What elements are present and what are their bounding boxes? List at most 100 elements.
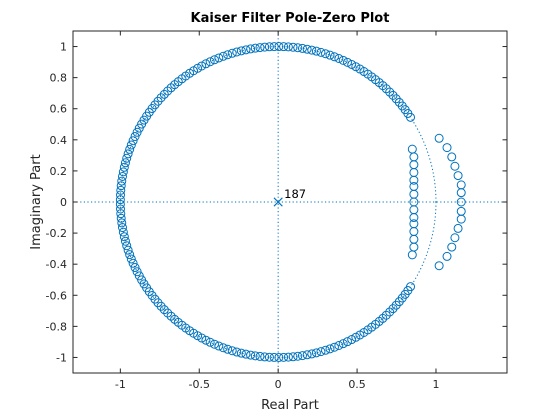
zero-marker [115, 199, 125, 209]
zero-marker [447, 152, 457, 162]
zero-marker [159, 305, 169, 315]
zero-marker [409, 189, 419, 199]
zero-marker [123, 149, 133, 159]
zero-marker [116, 209, 126, 219]
zero-marker [128, 258, 138, 268]
y-tick-label: 1 [60, 41, 67, 54]
zero-marker [264, 42, 274, 52]
zero-marker [227, 48, 237, 58]
zero-marker [325, 344, 335, 354]
y-tick-label: -0.6 [46, 289, 67, 302]
zero-marker [201, 335, 211, 345]
zero-marker [255, 351, 265, 361]
y-tick-label: 0.2 [50, 165, 68, 178]
zero-marker [126, 140, 136, 150]
zero-marker [163, 308, 173, 318]
zero-marker [434, 133, 444, 143]
zero-marker [132, 267, 142, 277]
zero-marker [156, 301, 166, 311]
zero-marker [311, 46, 321, 56]
zero-marker [288, 42, 298, 52]
zero-marker [311, 348, 321, 358]
zero-marker [302, 350, 312, 360]
zero-marker [132, 127, 142, 137]
zero-marker [456, 206, 466, 216]
zero-marker [117, 223, 127, 233]
zero-marker [223, 344, 233, 354]
zero-marker [342, 337, 352, 347]
y-tick-label: -0.2 [46, 227, 67, 240]
zero-marker [307, 349, 317, 359]
zero-marker [450, 161, 460, 171]
x-tick-label: 0.5 [348, 378, 366, 391]
zero-marker [117, 171, 127, 181]
zero-marker [316, 347, 326, 357]
zero-marker [232, 347, 242, 357]
zero-marker [297, 43, 307, 53]
zero-marker [447, 242, 457, 252]
zero-marker [351, 62, 361, 72]
zero-marker [288, 352, 298, 362]
zero-marker [409, 234, 419, 244]
zero-marker [163, 86, 173, 96]
zero-marker [442, 143, 452, 153]
zero-marker [205, 337, 215, 347]
zero-marker [388, 90, 398, 100]
zero-marker [125, 250, 135, 260]
zero-marker [409, 167, 419, 177]
zero-marker [250, 351, 260, 361]
zero-marker [122, 153, 132, 163]
pole-marker [273, 197, 283, 207]
y-tick-label: 0.4 [50, 134, 68, 147]
zero-marker [232, 47, 242, 57]
zero-marker [293, 43, 303, 53]
zero-marker [329, 52, 339, 62]
zero-marker [128, 136, 138, 146]
zero-marker [130, 131, 140, 141]
zero-marker [214, 53, 224, 63]
y-tick-label: -1 [56, 351, 67, 364]
y-tick-label: -0.4 [46, 258, 67, 271]
zero-marker [260, 352, 270, 362]
zero-marker [409, 213, 419, 223]
zero-marker [283, 352, 293, 362]
zero-marker [456, 197, 466, 207]
zero-marker [125, 144, 135, 154]
zero-marker [116, 213, 126, 223]
plot-layer: 187 [73, 31, 507, 373]
zero-marker [409, 197, 419, 207]
y-tick-label: 0 [60, 196, 67, 209]
zero-marker [274, 352, 284, 362]
zero-marker [130, 263, 140, 273]
zero-marker [453, 223, 463, 233]
zero-marker [334, 341, 344, 351]
zero-marker [297, 351, 307, 361]
y-axis-label: Imaginary Part [29, 154, 44, 249]
zero-marker [214, 341, 224, 351]
zero-marker [381, 310, 391, 320]
zero-marker [321, 49, 331, 59]
zero-marker [409, 242, 419, 252]
zero-marker [236, 348, 246, 358]
zero-marker [391, 94, 401, 104]
zero-marker [388, 304, 398, 314]
zero-marker [241, 349, 251, 359]
zero-marker [118, 227, 128, 237]
zero-marker [118, 167, 128, 177]
zero-marker [347, 335, 357, 345]
zero-marker [120, 236, 130, 246]
zero-marker [274, 42, 284, 52]
zero-marker [338, 55, 348, 65]
zero-marker [434, 261, 444, 271]
x-tick-label: 0 [275, 378, 282, 391]
x-tick-label: -1 [115, 378, 126, 391]
zero-marker [126, 254, 136, 264]
zero-marker [409, 205, 419, 215]
zero-marker [406, 282, 416, 292]
zero-marker [218, 51, 228, 61]
zero-marker [409, 227, 419, 237]
zero-marker [166, 83, 176, 93]
zero-marker [307, 45, 317, 55]
zero-marker [227, 346, 237, 356]
